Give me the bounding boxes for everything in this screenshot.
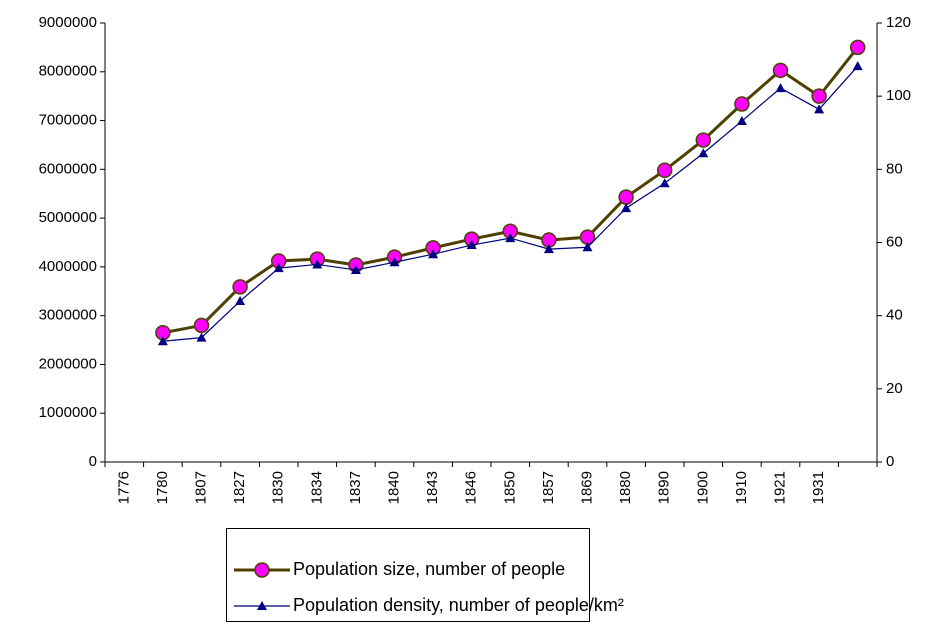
data-point bbox=[852, 61, 863, 71]
x-tick-label: 1843 bbox=[424, 471, 441, 504]
y2-tick-label: 40 bbox=[886, 307, 903, 324]
x-tick-label: 1830 bbox=[270, 471, 287, 504]
y2-tick-label: 80 bbox=[886, 160, 903, 177]
data-point bbox=[736, 116, 747, 126]
x-tick-label: 1921 bbox=[771, 471, 788, 504]
data-point bbox=[273, 263, 284, 273]
data-point bbox=[698, 148, 709, 158]
data-point bbox=[849, 39, 866, 56]
data-point bbox=[389, 257, 400, 267]
x-tick-label: 1840 bbox=[385, 471, 402, 504]
x-tick-label: 1827 bbox=[231, 471, 248, 504]
data-point bbox=[775, 83, 786, 93]
y-tick-label: 5000000 bbox=[39, 209, 97, 226]
y-tick-label: 2000000 bbox=[39, 355, 97, 372]
y-tick-label: 7000000 bbox=[39, 112, 97, 129]
data-point bbox=[695, 132, 712, 148]
y2-tick-label: 120 bbox=[886, 14, 911, 31]
series-line bbox=[162, 46, 859, 335]
y-tick-label: 1000000 bbox=[39, 404, 97, 421]
y2-tick-label: 60 bbox=[886, 233, 903, 250]
data-point bbox=[772, 62, 789, 79]
x-tick-label: 1880 bbox=[617, 471, 634, 504]
data-point bbox=[312, 259, 323, 269]
x-tick-label: 1910 bbox=[733, 471, 750, 504]
y-tick-label: 4000000 bbox=[39, 258, 97, 275]
data-point bbox=[814, 104, 825, 114]
x-tick-label: 1807 bbox=[192, 471, 209, 504]
y-tick-label: 9000000 bbox=[39, 14, 97, 31]
x-tick-label: 1869 bbox=[578, 471, 595, 504]
legend-marker bbox=[257, 601, 267, 610]
y-tick-label: 6000000 bbox=[39, 160, 97, 177]
data-point bbox=[811, 88, 827, 104]
data-point bbox=[582, 242, 593, 252]
data-point bbox=[193, 317, 210, 334]
data-point bbox=[656, 162, 673, 179]
x-tick-label: 1931 bbox=[810, 471, 827, 504]
data-point bbox=[621, 203, 632, 213]
data-point bbox=[659, 178, 670, 188]
legend-marker bbox=[254, 562, 270, 578]
data-point bbox=[618, 189, 634, 205]
y2-tick-label: 100 bbox=[886, 87, 911, 104]
data-point bbox=[235, 296, 246, 306]
x-tick-label: 1834 bbox=[308, 471, 325, 504]
data-point bbox=[505, 233, 516, 243]
y-tick-label: 3000000 bbox=[39, 307, 97, 324]
legend-label: Population density, number of people/km² bbox=[293, 595, 624, 615]
y-tick-label: 0 bbox=[89, 453, 97, 470]
data-point bbox=[196, 332, 207, 342]
x-tick-label: 1780 bbox=[154, 471, 171, 504]
data-point bbox=[734, 96, 750, 112]
x-tick-label: 1850 bbox=[501, 471, 518, 504]
data-point bbox=[350, 264, 361, 274]
x-tick-label: 1890 bbox=[656, 471, 673, 504]
data-point bbox=[157, 336, 168, 346]
data-point bbox=[466, 240, 477, 250]
y2-tick-label: 0 bbox=[886, 453, 894, 470]
x-tick-label: 1776 bbox=[115, 471, 132, 504]
x-tick-label: 1857 bbox=[540, 471, 557, 504]
x-tick-label: 1837 bbox=[347, 471, 364, 504]
x-tick-label: 1900 bbox=[694, 471, 711, 504]
y-tick-label: 8000000 bbox=[39, 63, 97, 80]
data-point bbox=[232, 279, 248, 295]
data-point bbox=[543, 244, 554, 254]
data-point bbox=[428, 249, 439, 259]
y2-tick-label: 20 bbox=[886, 380, 903, 397]
series-line bbox=[162, 65, 859, 342]
legend-label: Population size, number of people bbox=[293, 559, 565, 579]
x-tick-label: 1846 bbox=[463, 471, 480, 504]
